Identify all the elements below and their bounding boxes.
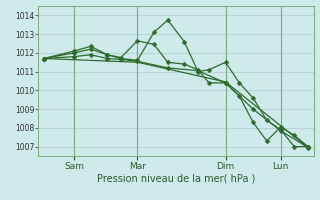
X-axis label: Pression niveau de la mer( hPa ): Pression niveau de la mer( hPa ) [97,173,255,183]
